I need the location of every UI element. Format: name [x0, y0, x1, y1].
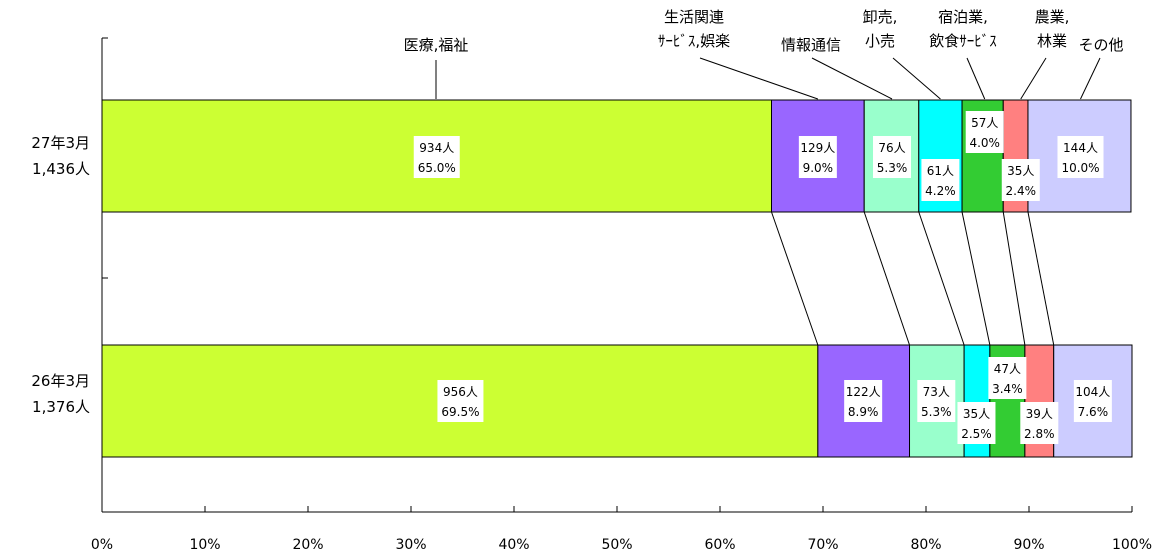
- data-label-count: 35人: [963, 407, 990, 421]
- data-label-percent: 4.2%: [925, 184, 956, 198]
- bar-segment: [1053, 344, 1133, 458]
- series-leader-line: [1080, 57, 1101, 100]
- data-label-box: [413, 136, 460, 178]
- series-name-label: 医療,福祉: [404, 36, 469, 54]
- data-label-percent: 9.0%: [803, 161, 834, 175]
- data-label-percent: 2.5%: [961, 427, 992, 441]
- series-name-label: 情報通信: [781, 36, 841, 54]
- data-label-box: [1001, 159, 1040, 201]
- data-label-count: 144人: [1063, 141, 1098, 155]
- series-leader-line: [1020, 57, 1047, 100]
- data-label-box: [873, 136, 912, 178]
- data-label-count: 122人: [846, 385, 881, 399]
- series-name-label: 農業,: [1035, 8, 1070, 26]
- data-label-count: 104人: [1075, 385, 1110, 399]
- x-tick-label: 10%: [189, 537, 220, 553]
- data-label-count: 39人: [1026, 407, 1053, 421]
- x-tick-label: 40%: [498, 537, 529, 553]
- data-label-count: 934人: [419, 141, 454, 155]
- x-tick-label: 30%: [395, 537, 426, 553]
- data-label-box: [917, 380, 956, 422]
- data-label-percent: 65.0%: [418, 161, 456, 175]
- data-label-percent: 4.0%: [969, 136, 1000, 150]
- series-leader-line: [811, 57, 893, 100]
- series-connector-line: [771, 211, 819, 346]
- series-name-label: 林業: [1037, 32, 1067, 50]
- data-label-count: 76人: [878, 141, 905, 155]
- x-tick-label: 70%: [807, 537, 838, 553]
- series-leader-line: [892, 57, 941, 100]
- data-label-percent: 8.9%: [848, 405, 879, 419]
- x-tick-label: 90%: [1013, 537, 1044, 553]
- data-label-percent: 3.4%: [992, 382, 1023, 396]
- x-tick-label: 20%: [292, 537, 323, 553]
- series-name-label: ｻｰﾋﾞｽ,娯楽: [658, 32, 730, 50]
- data-label-box: [1020, 402, 1059, 444]
- data-label-count: 956人: [443, 385, 478, 399]
- data-label-box: [957, 402, 996, 444]
- series-connector-line: [1002, 211, 1026, 346]
- data-label-percent: 69.5%: [441, 405, 479, 419]
- series-connector-line: [918, 211, 965, 346]
- data-label-count: 61人: [927, 164, 954, 178]
- data-label-percent: 2.4%: [1006, 184, 1037, 198]
- data-label-box: [844, 380, 883, 422]
- category-label: 27年3月: [31, 134, 90, 152]
- data-label-percent: 5.3%: [921, 405, 952, 419]
- data-label-count: 129人: [800, 141, 835, 155]
- series-name-label: 生活関連: [664, 8, 724, 26]
- category-label: 26年3月: [31, 372, 90, 390]
- category-total-label: 1,376人: [32, 398, 90, 416]
- series-name-label: その他: [1078, 36, 1123, 54]
- data-label-box: [1057, 136, 1104, 178]
- x-tick-label: 80%: [910, 537, 941, 553]
- data-label-box: [921, 159, 960, 201]
- data-label-count: 35人: [1007, 164, 1034, 178]
- data-label-box: [965, 111, 1004, 153]
- x-tick-label: 0%: [91, 537, 113, 553]
- data-label-count: 57人: [971, 116, 998, 130]
- series-name-label: 小売: [865, 32, 895, 50]
- data-label-count: 73人: [923, 385, 950, 399]
- data-label-box: [437, 380, 484, 422]
- series-name-label: 飲食ｻｰﾋﾞｽ: [929, 32, 997, 50]
- data-label-percent: 5.3%: [877, 161, 908, 175]
- data-label-percent: 7.6%: [1078, 405, 1109, 419]
- series-leader-line: [966, 57, 986, 100]
- series-name-label: 宿泊業,: [938, 8, 988, 26]
- x-tick-label: 50%: [601, 537, 632, 553]
- series-connector-line: [1027, 211, 1055, 346]
- data-label-percent: 10.0%: [1061, 161, 1099, 175]
- series-connector-line: [863, 211, 910, 346]
- series-connector-line: [961, 211, 991, 346]
- data-label-box: [798, 136, 837, 178]
- series-leader-line: [699, 57, 819, 100]
- data-label-box: [1073, 380, 1112, 422]
- data-label-box: [988, 357, 1027, 399]
- category-total-label: 1,436人: [32, 160, 90, 178]
- series-name-label: 卸売,: [863, 8, 898, 26]
- data-label-count: 47人: [994, 362, 1021, 376]
- x-tick-label: 100%: [1112, 537, 1152, 553]
- x-tick-label: 60%: [704, 537, 735, 553]
- data-label-percent: 2.8%: [1024, 427, 1055, 441]
